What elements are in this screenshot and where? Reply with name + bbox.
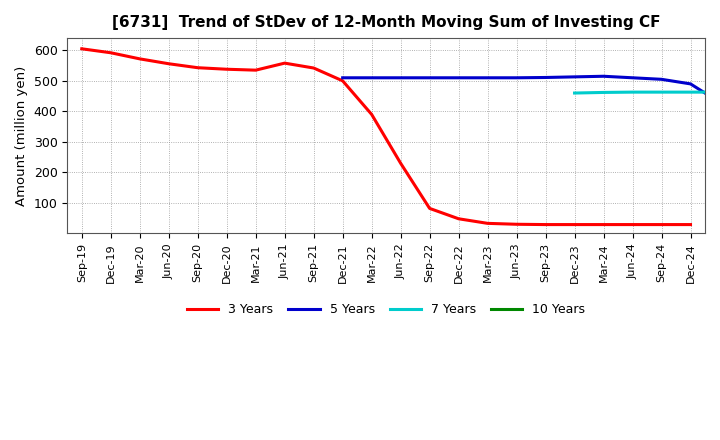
3 Years — [599, 222, 608, 227]
Line: 7 Years: 7 Years — [575, 92, 719, 93]
3 Years — [194, 65, 202, 70]
Line: 5 Years: 5 Years — [343, 76, 720, 203]
3 Years — [512, 222, 521, 227]
3 Years — [310, 66, 318, 71]
3 Years — [686, 222, 695, 227]
3 Years — [78, 46, 86, 51]
3 Years — [280, 60, 289, 66]
3 Years — [426, 206, 434, 211]
3 Years — [396, 161, 405, 166]
5 Years — [396, 75, 405, 81]
5 Years — [454, 75, 463, 81]
3 Years — [222, 66, 231, 72]
7 Years — [686, 89, 695, 95]
5 Years — [599, 73, 608, 79]
5 Years — [367, 75, 376, 81]
3 Years — [338, 78, 347, 84]
3 Years — [367, 112, 376, 117]
5 Years — [483, 75, 492, 81]
7 Years — [570, 90, 579, 95]
3 Years — [454, 216, 463, 221]
Y-axis label: Amount (million yen): Amount (million yen) — [15, 66, 28, 206]
5 Years — [338, 75, 347, 81]
5 Years — [570, 74, 579, 80]
3 Years — [164, 61, 173, 66]
5 Years — [426, 75, 434, 81]
3 Years — [570, 222, 579, 227]
7 Years — [599, 90, 608, 95]
3 Years — [135, 56, 144, 62]
5 Years — [541, 75, 550, 80]
Line: 3 Years: 3 Years — [82, 49, 690, 224]
3 Years — [541, 222, 550, 227]
3 Years — [629, 222, 637, 227]
5 Years — [512, 75, 521, 81]
7 Years — [657, 89, 666, 95]
Title: [6731]  Trend of StDev of 12-Month Moving Sum of Investing CF: [6731] Trend of StDev of 12-Month Moving… — [112, 15, 660, 30]
3 Years — [657, 222, 666, 227]
5 Years — [629, 75, 637, 81]
3 Years — [251, 67, 260, 73]
7 Years — [629, 89, 637, 95]
5 Years — [715, 99, 720, 105]
5 Years — [686, 81, 695, 87]
Legend: 3 Years, 5 Years, 7 Years, 10 Years: 3 Years, 5 Years, 7 Years, 10 Years — [182, 298, 590, 321]
3 Years — [107, 50, 115, 55]
3 Years — [483, 221, 492, 226]
5 Years — [657, 77, 666, 82]
7 Years — [715, 89, 720, 95]
